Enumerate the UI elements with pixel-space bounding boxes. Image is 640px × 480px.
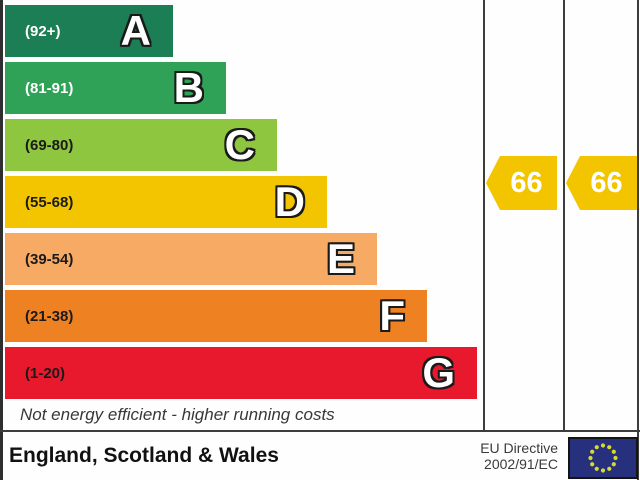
band-row-b: (81-91) B <box>5 62 226 114</box>
eu-flag-star <box>594 466 599 471</box>
band-range-label: (81-91) <box>25 79 74 97</box>
eu-flag-star <box>607 466 612 471</box>
band-row-d: (55-68) D <box>5 176 327 228</box>
eu-flag-star <box>607 445 612 450</box>
band-letter: F <box>379 292 405 339</box>
eu-directive-line2: 2002/91/EC <box>484 456 558 472</box>
eu-directive-line1: EU Directive <box>480 440 558 456</box>
potential-rating-value: 66 <box>590 166 623 199</box>
band-letter: G <box>422 349 455 396</box>
band-range-label: (55-68) <box>25 193 74 211</box>
footer-divider-line <box>0 430 640 432</box>
eu-flag-star <box>588 455 593 461</box>
eu-flag-stars <box>588 443 618 473</box>
band-range-label: (21-38) <box>25 307 74 325</box>
band-range-label: (39-54) <box>25 250 74 268</box>
band-range-label: (92+) <box>25 22 61 40</box>
outer-border-right <box>637 0 639 480</box>
region-label: England, Scotland & Wales <box>9 444 279 467</box>
eu-directive-label: EU Directive 2002/91/EC <box>480 440 558 472</box>
band-range-label: (1-20) <box>25 364 66 382</box>
band-letter: E <box>326 235 355 282</box>
eu-flag-star <box>611 449 616 454</box>
band-letter: C <box>224 121 255 168</box>
band-range-label: (69-80) <box>25 136 74 154</box>
band-row-a: (92+) A <box>5 5 173 57</box>
band-letter: A <box>120 7 151 54</box>
current-rating-value: 66 <box>510 166 543 199</box>
current-rating-arrow: 66 <box>486 156 557 210</box>
band-letter: B <box>173 64 204 111</box>
current-column-divider <box>483 0 485 432</box>
eu-flag-star <box>590 449 595 454</box>
eu-flag <box>568 437 638 479</box>
eu-flag-star <box>594 445 599 450</box>
eu-flag-star <box>611 462 616 467</box>
band-row-c: (69-80) C <box>5 119 277 171</box>
eu-flag-star <box>600 468 606 473</box>
band-row-e: (39-54) E <box>5 233 377 285</box>
eu-flag-star <box>613 455 618 461</box>
efficiency-caption: Not energy efficient - higher running co… <box>20 405 335 424</box>
outer-border-left <box>0 0 3 480</box>
potential-rating-arrow: 66 <box>566 156 637 210</box>
eu-flag-star <box>600 443 606 448</box>
eu-flag-star <box>590 462 595 467</box>
potential-column-divider <box>563 0 565 432</box>
band-row-f: (21-38) F <box>5 290 427 342</box>
band-row-g: (1-20) G <box>5 347 477 399</box>
band-letter: D <box>274 178 305 225</box>
